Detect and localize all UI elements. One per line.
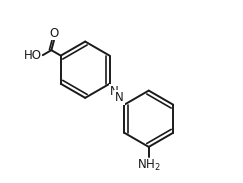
Text: NH$_2$: NH$_2$ xyxy=(137,158,161,173)
Text: N: N xyxy=(110,85,119,98)
Text: N: N xyxy=(115,91,123,104)
Text: HO: HO xyxy=(24,49,42,62)
Text: O: O xyxy=(49,27,59,40)
